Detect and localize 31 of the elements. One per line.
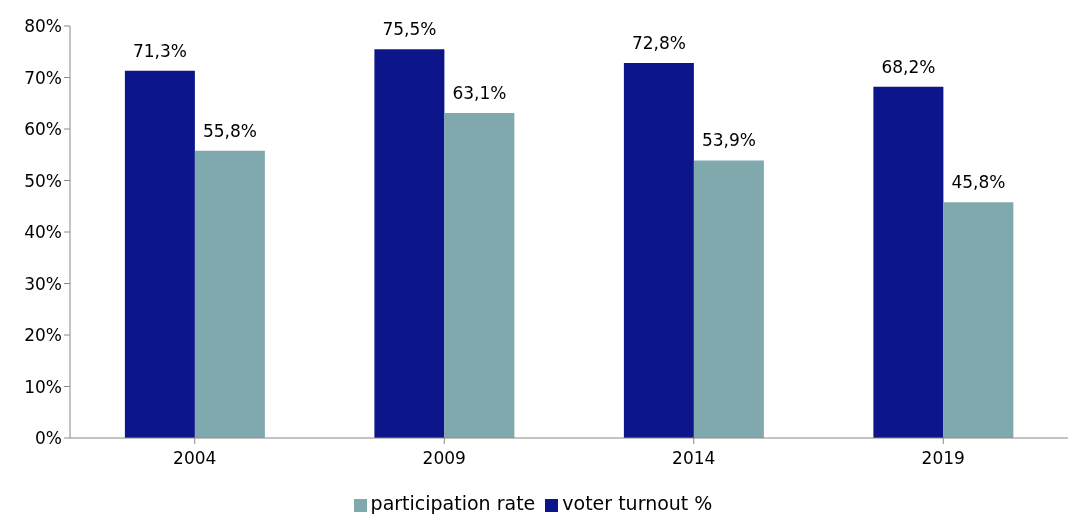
y-tick-label: 60% <box>24 119 62 140</box>
x-tick-label: 2004 <box>173 448 217 469</box>
data-label: 53,9% <box>701 130 756 151</box>
y-tick-label: 30% <box>24 273 62 294</box>
y-tick-label: 40% <box>24 222 62 243</box>
data-label: 71,3% <box>132 40 187 61</box>
bar <box>873 86 944 438</box>
bar <box>374 49 445 438</box>
bar <box>124 70 195 438</box>
data-label: 68,2% <box>881 56 936 77</box>
y-tick-label: 50% <box>24 170 62 191</box>
data-label: 63,1% <box>452 83 507 104</box>
bar <box>943 202 1014 438</box>
x-tick-label: 2019 <box>921 448 965 469</box>
data-label: 55,8% <box>202 120 257 141</box>
x-tick-label: 2009 <box>422 448 466 469</box>
data-label: 45,8% <box>951 172 1006 193</box>
bar <box>693 160 764 438</box>
x-tick-label: 2014 <box>672 448 716 469</box>
legend-label: voter turnout % <box>562 492 713 514</box>
y-tick-label: 70% <box>24 67 62 88</box>
data-label: 72,8% <box>631 33 686 54</box>
legend-label: participation rate <box>370 492 536 514</box>
bar <box>444 113 515 438</box>
y-tick-label: 20% <box>24 325 62 346</box>
bar <box>194 150 265 438</box>
y-tick-label: 0% <box>35 428 62 449</box>
y-tick-label: 10% <box>24 376 62 397</box>
data-label: 75,5% <box>382 19 437 40</box>
y-tick-label: 80% <box>24 16 62 37</box>
bar <box>623 63 694 438</box>
